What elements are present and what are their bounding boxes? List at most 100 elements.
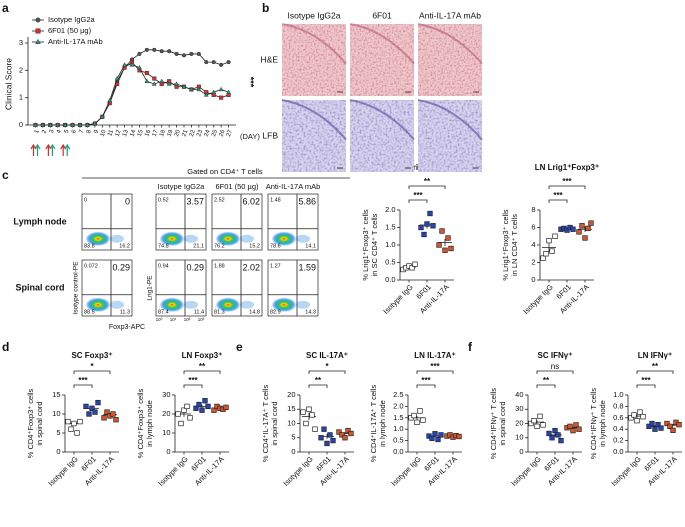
data-point	[86, 411, 92, 417]
significance-label: **	[543, 376, 550, 385]
y-tick-label: 5	[291, 433, 295, 442]
data-point	[74, 430, 80, 436]
legend-marker	[35, 28, 41, 34]
x-tick-label: 23	[196, 129, 204, 138]
data-point	[306, 406, 312, 412]
quadrant-value: 11.4	[194, 309, 204, 315]
marker	[181, 53, 187, 58]
data-point	[65, 418, 71, 425]
data-point	[549, 248, 555, 254]
y-tick-label: 0.6	[613, 413, 623, 422]
data-point	[540, 255, 546, 261]
flow-plot: 0.072 0.29 88.5 11.3	[81, 259, 133, 317]
significance-bracket	[416, 370, 454, 374]
data-point	[175, 411, 181, 417]
x-tick-label: 6	[71, 129, 78, 135]
row-label: LFB	[262, 130, 278, 140]
data-point	[432, 431, 438, 437]
significance-bracket	[183, 370, 221, 374]
y-tick-label: 1.0	[393, 424, 403, 433]
data-point	[417, 408, 423, 414]
marker	[114, 75, 120, 81]
data-point	[339, 432, 345, 438]
y-axis-label: in lymph node	[378, 400, 387, 447]
data-point	[456, 433, 462, 440]
data-point	[448, 245, 454, 252]
x-tick-label: 13	[122, 129, 130, 138]
y-tick-label: 2.0	[393, 401, 403, 410]
panel-label: f	[468, 340, 473, 354]
y-tick-label: 0	[531, 275, 535, 284]
marker	[47, 122, 53, 127]
significance-label: **	[315, 376, 322, 385]
marker	[85, 122, 90, 127]
annotation: ***	[246, 77, 256, 88]
data-point	[193, 405, 199, 411]
x-tick-label: 2	[41, 129, 48, 135]
y-tick-label: 4	[531, 240, 535, 249]
data-point	[184, 403, 190, 410]
data-point	[223, 404, 229, 410]
flow-x-label: Foxp3-APC	[109, 324, 145, 331]
flow-plot: 1.27 1.59 82.9 14.3	[267, 259, 319, 317]
significance-label: **	[199, 362, 206, 371]
cell-cloud-tail	[240, 300, 254, 309]
data-point	[576, 426, 582, 432]
x-tick-label: 7	[79, 129, 86, 135]
panel-label: e	[236, 340, 243, 354]
histology-image	[349, 23, 415, 96]
data-point	[83, 403, 89, 410]
x-tick-label: 25	[211, 129, 219, 138]
data-point	[303, 420, 309, 427]
cell-cloud-tail	[110, 300, 124, 309]
flow-plot: 2.52 6.02 76.2 15.2	[211, 193, 263, 251]
data-point	[558, 437, 564, 444]
quadrant-value: 5.86	[298, 196, 316, 206]
data-point	[534, 423, 540, 429]
x-tick-label: 4	[56, 129, 63, 135]
data-point	[318, 435, 324, 441]
y-tick-label: 15	[52, 390, 60, 399]
legend-marker	[35, 38, 41, 45]
significance-label: *	[325, 362, 329, 371]
y-tick-label: 0	[291, 447, 295, 456]
panel-label: a	[2, 1, 9, 15]
x-tick-label: Isotype IgG	[509, 454, 543, 488]
cell-cloud	[216, 297, 240, 312]
data-point	[438, 432, 444, 438]
marker	[204, 60, 209, 65]
y-axis-label: in SC CD4⁺ T cells	[370, 213, 379, 276]
data-point	[101, 415, 107, 421]
row-label: Lymph node	[13, 216, 66, 226]
panel-label: b	[262, 1, 269, 15]
marker	[137, 51, 142, 56]
significance-label: ns	[551, 362, 559, 371]
y-tick-label: 6	[531, 222, 535, 231]
x-tick-label: 11	[107, 129, 115, 138]
tissue-edge	[417, 99, 483, 141]
y-tick-label: 1.0	[385, 240, 395, 249]
quadrant-value: 15.2	[249, 243, 260, 249]
histology-image	[281, 23, 347, 96]
y-axis-label: % CD4⁺Foxp3⁺ cells	[136, 388, 145, 458]
x-tick-label: Isotype IgG	[609, 454, 643, 488]
data-point	[113, 417, 119, 423]
data-point	[421, 231, 427, 238]
significance-label: ***	[413, 191, 423, 200]
y-axis-label: in spinal cord	[35, 401, 44, 445]
column-title: Isotype IgG2a	[288, 10, 341, 20]
x-tick-label: 12	[115, 129, 123, 138]
x-tick-label: 17	[152, 129, 160, 138]
cell-cloud	[272, 297, 296, 312]
x-tick-label: 26	[219, 129, 227, 138]
series-line	[35, 64, 229, 126]
data-point	[655, 421, 661, 428]
y-tick-label: 10	[515, 433, 523, 442]
marker	[196, 86, 202, 92]
data-point	[418, 224, 424, 231]
data-point	[196, 401, 202, 408]
data-point	[582, 235, 588, 241]
marker	[107, 97, 113, 103]
quadrant-value: 0.52	[158, 197, 169, 203]
data-point	[540, 422, 546, 428]
